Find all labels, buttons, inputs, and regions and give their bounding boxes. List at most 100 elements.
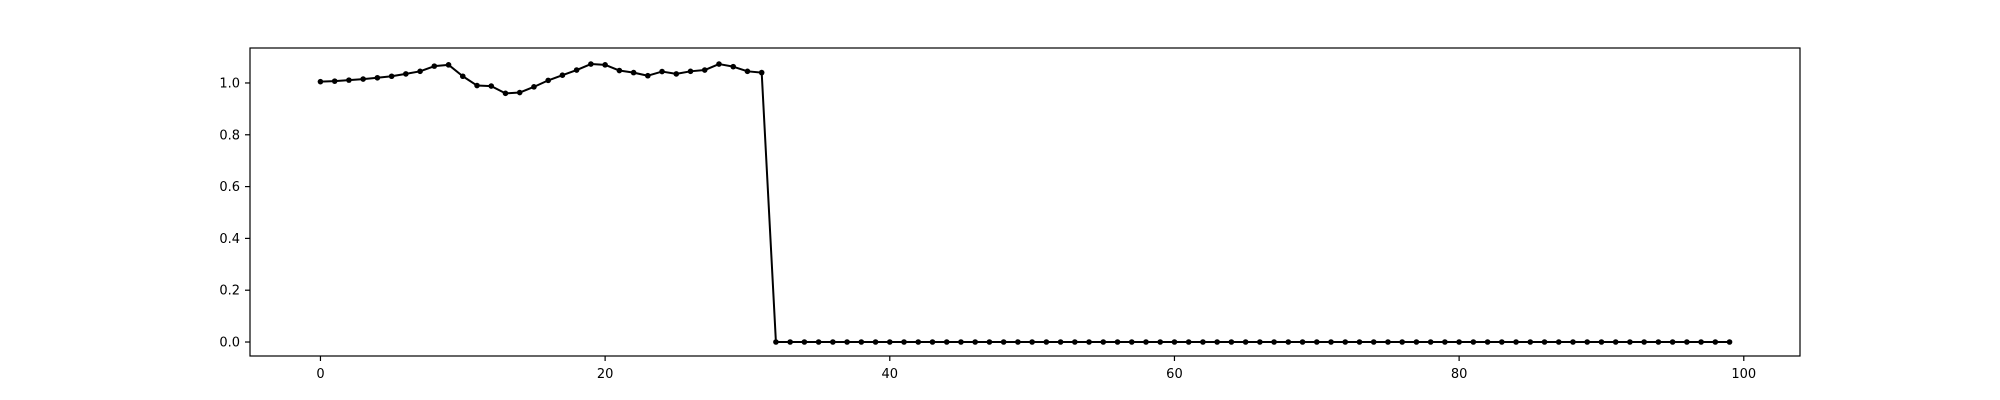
series-line [319,63,1731,344]
data-point [1328,339,1334,345]
data-point [360,76,366,82]
y-tick-label: 0.2 [219,284,240,299]
data-point [531,84,537,90]
data-point [1541,339,1548,345]
x-tick-label: 80 [1451,367,1468,382]
data-point [1043,339,1050,345]
data-point [1100,339,1107,345]
data-point [1499,339,1505,345]
y-tick-label: 0.0 [219,336,240,351]
data-point [1114,339,1121,345]
data-point [815,339,822,345]
data-point [1484,339,1491,345]
data-point [872,339,879,345]
data-point [431,63,438,69]
data-point [1570,339,1576,345]
data-point [1086,339,1092,345]
data-point [1598,339,1605,345]
data-point [545,77,551,84]
data-point [758,69,765,76]
data-point [844,339,850,345]
y-tick-label: 0.4 [219,232,240,247]
data-point [1342,339,1349,345]
data-point [673,71,680,77]
data-point [1470,339,1477,345]
data-point [1000,339,1007,345]
data-point [1257,339,1263,345]
data-point [1513,339,1519,345]
data-point [1214,339,1220,345]
data-point [474,82,480,89]
data-point [1555,339,1562,345]
data-point [374,74,381,81]
x-tick-label: 60 [1166,367,1183,382]
data-point [943,339,950,345]
data-point [1698,339,1704,345]
y-tick-label: 1.0 [219,76,240,91]
data-point [502,90,509,97]
data-point [886,339,893,345]
data-point [1285,339,1292,345]
data-point [1356,339,1363,345]
data-point [1171,339,1178,345]
data-point [1128,339,1135,345]
data-point [1726,339,1733,345]
data-point [659,68,665,75]
data-point [588,61,594,67]
data-point [901,339,907,345]
data-point [317,78,324,85]
data-point [1584,339,1591,345]
x-tick-label: 100 [1731,367,1756,382]
data-point [616,67,623,74]
data-point [417,68,423,75]
data-point [346,77,352,83]
data-point [1370,339,1377,345]
plot-area [317,61,1733,345]
data-point [1185,339,1192,345]
data-point [801,339,808,345]
data-point [1641,339,1647,345]
data-point [1029,339,1035,345]
data-point [1385,339,1391,345]
data-point [986,339,993,345]
data-point [1313,339,1320,345]
data-point [1413,339,1420,345]
data-point [1143,339,1149,345]
data-point [858,339,865,345]
data-point [1612,339,1619,345]
data-point [958,339,964,345]
data-point [1271,339,1277,345]
x-tick-label: 0 [316,367,324,382]
data-point [388,73,395,80]
data-point [1015,339,1021,345]
data-point [1299,339,1306,345]
data-point [602,62,608,68]
data-point [459,73,466,80]
data-point [1627,339,1633,345]
data-point [1200,339,1206,345]
data-point [645,72,651,79]
data-point [744,68,751,75]
data-point [1242,339,1249,345]
data-point [929,339,936,345]
data-point [701,67,708,73]
data-point [787,339,793,345]
data-point [1527,339,1534,345]
data-point [516,89,523,96]
axes: 0 20 40 60 80 100 0.0 0.2 0.4 0.6 0.8 1.0 [219,47,1801,382]
data-point [573,67,580,73]
data-point [972,339,978,345]
data-point [445,62,452,68]
data-point [630,69,637,76]
data-point [915,339,922,345]
data-point [488,83,495,89]
data-point [1655,339,1662,345]
data-point [1669,339,1676,345]
x-tick-label: 40 [882,367,899,382]
data-point [559,72,566,78]
data-point [1157,339,1164,345]
data-point [730,63,737,70]
y-tick-label: 0.6 [219,180,240,195]
